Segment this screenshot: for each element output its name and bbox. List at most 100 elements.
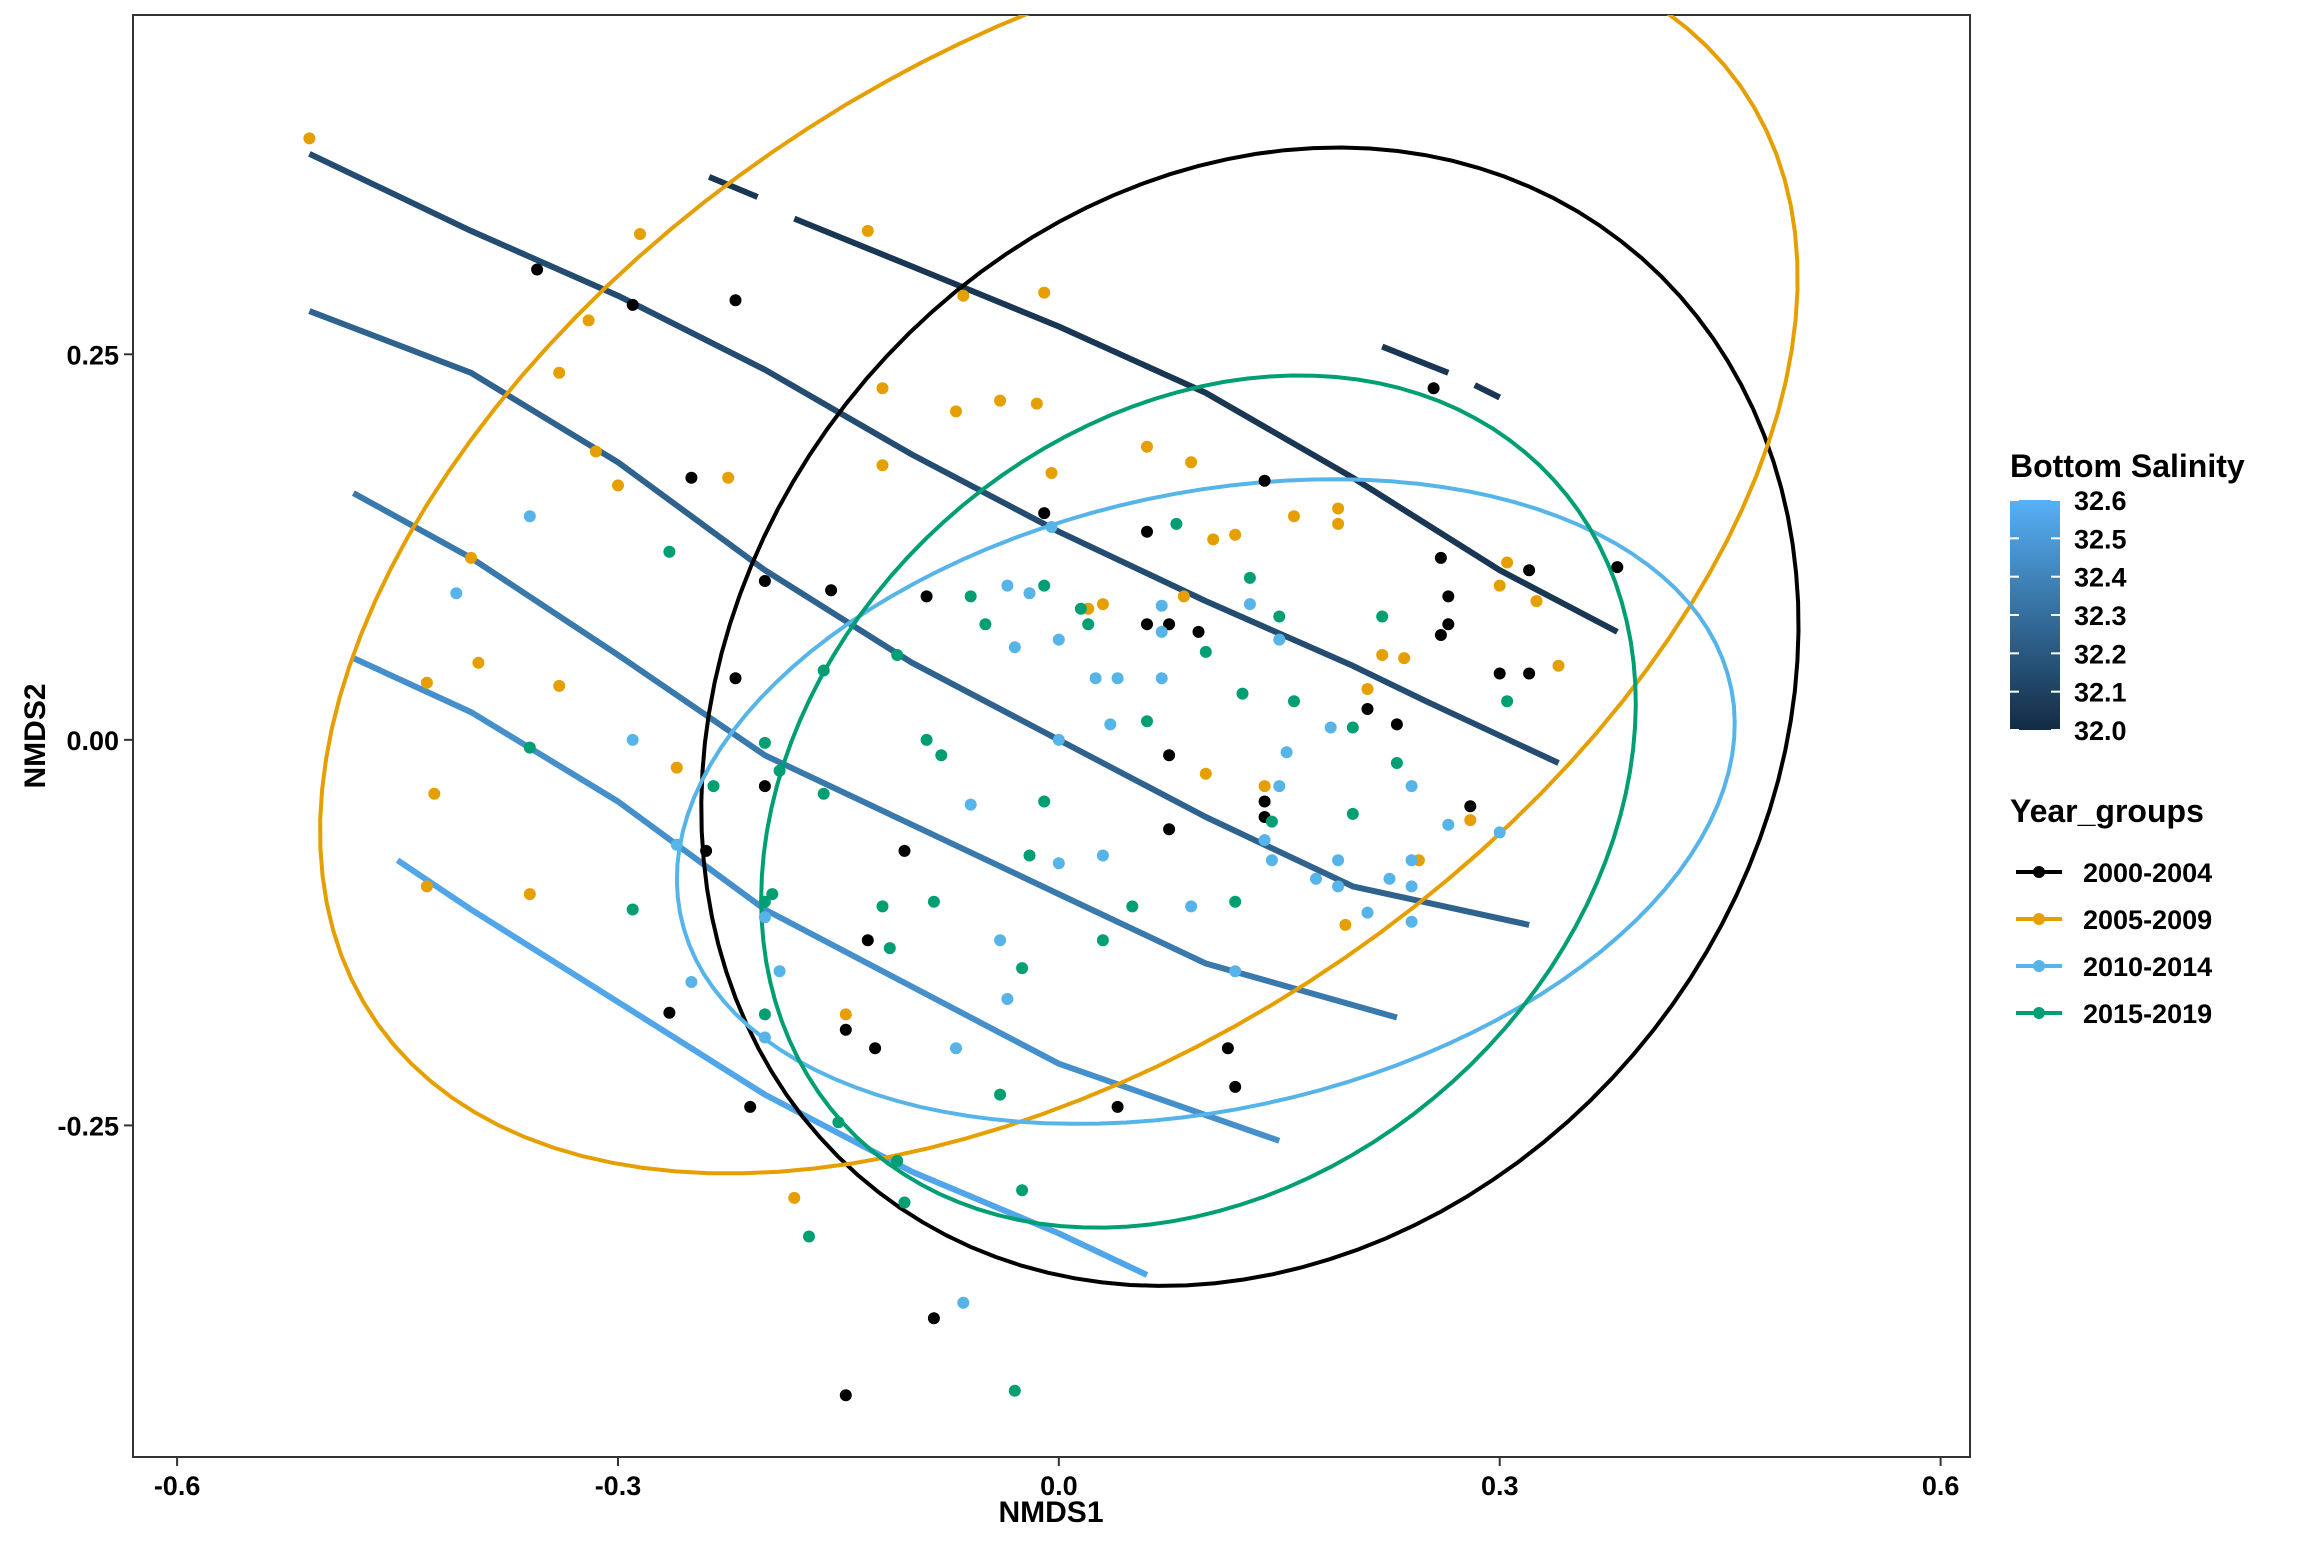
point-2000-2004 (663, 1006, 676, 1019)
point-2015-2019 (1501, 695, 1514, 708)
legend-key-point (2033, 1007, 2045, 1019)
point-2005-2009 (420, 676, 433, 689)
point-2005-2009 (1493, 579, 1506, 592)
point-2000-2004 (758, 575, 771, 587)
point-2010-2014 (1310, 872, 1322, 885)
point-2010-2014 (957, 1296, 970, 1309)
point-2000-2004 (920, 590, 933, 603)
legend-key-point (2033, 913, 2045, 925)
point-2005-2009 (428, 787, 441, 800)
point-2000-2004 (1229, 1080, 1242, 1093)
salinity-contour (308, 308, 1530, 928)
point-2000-2004 (869, 1042, 882, 1055)
point-2005-2009 (1288, 510, 1300, 523)
point-2015-2019 (1199, 645, 1212, 658)
point-2010-2014 (994, 934, 1007, 947)
point-2015-2019 (1236, 687, 1249, 700)
point-2015-2019 (1229, 895, 1242, 908)
salinity-contour (1473, 382, 1502, 401)
point-2010-2014 (1405, 915, 1418, 928)
point-2010-2014 (1361, 906, 1374, 919)
point-2005-2009 (861, 224, 874, 237)
ellipse-2000-2004 (699, 145, 1801, 1288)
point-2000-2004 (825, 584, 838, 597)
point-2010-2014 (1052, 633, 1065, 646)
point-2015-2019 (891, 1154, 904, 1167)
point-2000-2004 (1442, 618, 1455, 631)
colorbar-tick-label: 32.6 (2074, 486, 2127, 516)
point-2000-2004 (898, 844, 911, 857)
point-2000-2004 (1141, 618, 1153, 631)
point-2015-2019 (626, 903, 639, 916)
point-2015-2019 (1288, 695, 1300, 708)
legend-title: Year_groups (2010, 793, 2204, 829)
y-tick-label: -0.25 (57, 1111, 119, 1141)
point-2005-2009 (1229, 528, 1242, 541)
point-2005-2009 (582, 314, 595, 327)
point-2000-2004 (1141, 525, 1153, 538)
point-2005-2009 (553, 679, 566, 692)
colorbar-tick-label: 32.1 (2074, 678, 2127, 708)
point-2010-2014 (1332, 880, 1345, 893)
point-2010-2014 (1111, 672, 1124, 685)
colorbar-tick-label: 32.3 (2074, 601, 2127, 631)
point-2000-2004 (758, 780, 771, 793)
point-2005-2009 (1185, 456, 1198, 469)
point-2010-2014 (1008, 641, 1021, 654)
point-2005-2009 (1376, 649, 1389, 661)
point-2015-2019 (1390, 757, 1403, 769)
salinity-contour (1381, 343, 1450, 376)
point-2015-2019 (876, 900, 889, 913)
point-2010-2014 (1273, 780, 1286, 793)
point-2000-2004 (1523, 667, 1536, 680)
point-2005-2009 (303, 132, 316, 145)
point-2005-2009 (1339, 918, 1352, 931)
point-2010-2014 (1243, 598, 1256, 611)
point-2000-2004 (729, 294, 742, 307)
point-2000-2004 (1361, 703, 1374, 715)
point-2010-2014 (1096, 849, 1109, 862)
point-2000-2004 (839, 1389, 852, 1402)
point-2000-2004 (1258, 474, 1271, 487)
point-2015-2019 (1376, 610, 1389, 623)
x-tick-label: -0.6 (154, 1471, 201, 1501)
legend-key-point (2033, 960, 2045, 972)
point-2010-2014 (1001, 993, 1014, 1005)
point-2010-2014 (1273, 633, 1286, 646)
point-2005-2009 (1464, 814, 1477, 827)
point-2010-2014 (1493, 826, 1506, 839)
point-2005-2009 (950, 405, 962, 418)
point-2010-2014 (1265, 854, 1278, 867)
colorbar-tick-label: 32.4 (2074, 563, 2127, 593)
point-2015-2019 (1082, 618, 1095, 631)
point-2005-2009 (1141, 440, 1153, 453)
point-2010-2014 (450, 587, 463, 600)
legend-label: 2010-2014 (2083, 952, 2212, 982)
point-2015-2019 (758, 736, 771, 749)
point-2000-2004 (626, 298, 639, 311)
point-2005-2009 (1361, 683, 1374, 695)
point-2000-2004 (1038, 507, 1051, 520)
point-2000-2004 (1523, 564, 1536, 577)
point-2005-2009 (634, 228, 646, 240)
point-2005-2009 (472, 656, 485, 669)
point-2015-2019 (898, 1196, 911, 1209)
point-2015-2019 (1243, 571, 1256, 584)
point-2010-2014 (1442, 818, 1455, 831)
point-2005-2009 (722, 471, 735, 484)
point-2015-2019 (1074, 602, 1087, 615)
point-2005-2009 (1045, 467, 1058, 479)
point-2010-2014 (1332, 854, 1345, 867)
point-2015-2019 (1016, 1184, 1029, 1197)
point-2000-2004 (839, 1023, 852, 1036)
point-2015-2019 (1023, 849, 1036, 862)
point-2005-2009 (876, 459, 889, 472)
point-2010-2014 (1052, 733, 1065, 746)
point-2015-2019 (1096, 934, 1109, 947)
salinity-contour (351, 490, 1398, 1021)
point-2015-2019 (1141, 715, 1153, 728)
salinity-contour (352, 655, 1281, 1144)
point-2005-2009 (1552, 659, 1565, 672)
point-2005-2009 (553, 366, 566, 379)
point-2015-2019 (1346, 807, 1359, 820)
